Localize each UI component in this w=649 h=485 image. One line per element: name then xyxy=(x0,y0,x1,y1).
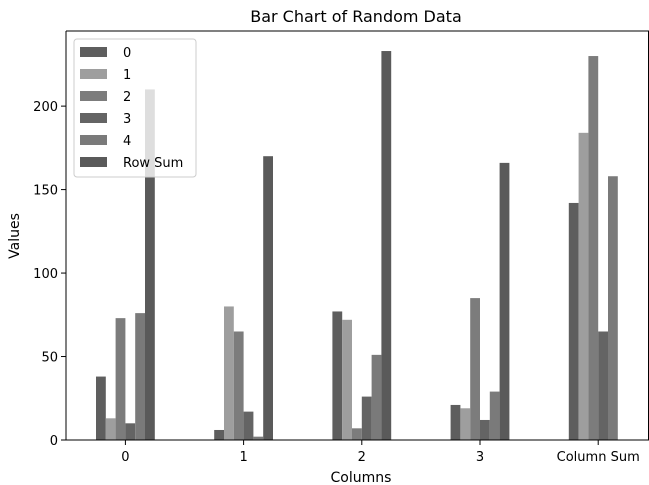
bar-series-3-cat-4 xyxy=(598,331,608,440)
bar-series-5-cat-3 xyxy=(499,162,510,440)
legend-swatch-3 xyxy=(80,113,107,123)
legend-label-4: 4 xyxy=(123,134,131,149)
x-tick-label-3: 3 xyxy=(476,450,484,465)
bar-series-5-cat-0 xyxy=(145,89,155,440)
bar-series-4-cat-1 xyxy=(253,436,264,440)
bar-series-0-cat-4 xyxy=(568,202,579,440)
bar-series-4-cat-0 xyxy=(135,313,145,440)
x-tick-label-2: 2 xyxy=(358,450,366,465)
bar-series-3-cat-2 xyxy=(361,396,372,440)
bar-series-5-cat-1 xyxy=(263,156,273,440)
chart-title: Bar Chart of Random Data xyxy=(250,7,462,26)
y-tick-label-4: 200 xyxy=(33,100,58,115)
bar-series-0-cat-3 xyxy=(450,404,461,440)
bar-series-1-cat-4 xyxy=(578,132,589,441)
bar-series-2-cat-2 xyxy=(352,428,362,440)
x-tick-label-0: 0 xyxy=(121,450,129,465)
legend-label-1: 1 xyxy=(123,68,131,83)
legend-swatch-0 xyxy=(80,47,107,57)
bar-series-4-cat-3 xyxy=(489,391,500,440)
bar-series-3-cat-1 xyxy=(243,411,254,440)
bar-series-2-cat-3 xyxy=(470,298,480,440)
bar-series-2-cat-4 xyxy=(588,56,599,440)
bar-series-0-cat-2 xyxy=(332,311,343,440)
legend-label-2: 2 xyxy=(123,90,131,105)
bar-series-1-cat-0 xyxy=(105,418,116,440)
y-axis-label: Values xyxy=(7,213,23,259)
legend-swatch-1 xyxy=(80,69,107,79)
bar-series-1-cat-2 xyxy=(342,319,352,440)
bar-series-1-cat-1 xyxy=(224,306,234,440)
bar-series-0-cat-1 xyxy=(214,429,224,440)
bar-series-4-cat-4 xyxy=(608,176,618,440)
y-tick-label-0: 0 xyxy=(50,434,58,449)
bar-series-2-cat-0 xyxy=(115,318,126,440)
legend-swatch-2 xyxy=(80,91,107,101)
bar-series-1-cat-3 xyxy=(460,408,471,440)
legend: 0 1 2 3 4 Row Sum xyxy=(73,38,197,178)
bar-series-3-cat-0 xyxy=(125,423,136,440)
bar-series-2-cat-1 xyxy=(233,331,244,440)
y-tick-label-2: 100 xyxy=(33,267,58,282)
y-tick-label-3: 150 xyxy=(33,184,58,199)
bars-group xyxy=(96,51,618,441)
legend-label-5: Row Sum xyxy=(123,156,183,171)
legend-label-0: 0 xyxy=(123,46,131,61)
bar-series-5-cat-2 xyxy=(381,51,392,440)
legend-swatch-4 xyxy=(80,135,107,145)
legend-swatch-5 xyxy=(80,157,107,167)
y-tick-label-1: 50 xyxy=(41,351,58,366)
x-axis-label: Columns xyxy=(331,470,392,485)
bar-series-0-cat-0 xyxy=(96,376,106,440)
x-tick-label-4: Column Sum xyxy=(557,450,640,465)
bar-series-3-cat-3 xyxy=(480,419,490,440)
bar-series-4-cat-2 xyxy=(371,354,382,440)
legend-label-3: 3 xyxy=(123,112,131,127)
x-tick-label-1: 1 xyxy=(239,450,247,465)
